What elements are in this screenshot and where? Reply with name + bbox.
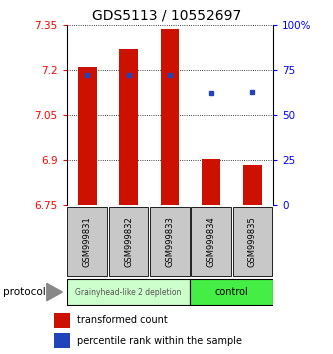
Bar	[54, 333, 70, 348]
Bar	[150, 207, 190, 276]
Text: GSM999835: GSM999835	[248, 216, 257, 267]
Text: protocol: protocol	[3, 287, 46, 297]
Text: GSM999831: GSM999831	[83, 216, 92, 267]
Polygon shape	[47, 283, 62, 301]
Bar	[232, 207, 272, 276]
Bar	[54, 313, 70, 328]
Text: GSM999833: GSM999833	[165, 216, 174, 267]
Bar	[202, 159, 220, 205]
Bar	[243, 165, 262, 205]
Text: percentile rank within the sample: percentile rank within the sample	[77, 336, 242, 346]
Bar	[161, 29, 179, 205]
Text: GDS5113 / 10552697: GDS5113 / 10552697	[92, 9, 241, 23]
Bar	[67, 207, 107, 276]
Bar	[67, 279, 190, 305]
Text: GSM999832: GSM999832	[124, 216, 133, 267]
Bar	[109, 207, 149, 276]
Text: GSM999834: GSM999834	[206, 216, 216, 267]
Bar	[78, 67, 97, 205]
Text: Grainyhead-like 2 depletion: Grainyhead-like 2 depletion	[75, 287, 182, 297]
Bar	[119, 49, 138, 205]
Text: transformed count: transformed count	[77, 315, 167, 325]
Bar	[190, 279, 273, 305]
Bar	[191, 207, 231, 276]
Text: control: control	[215, 287, 249, 297]
